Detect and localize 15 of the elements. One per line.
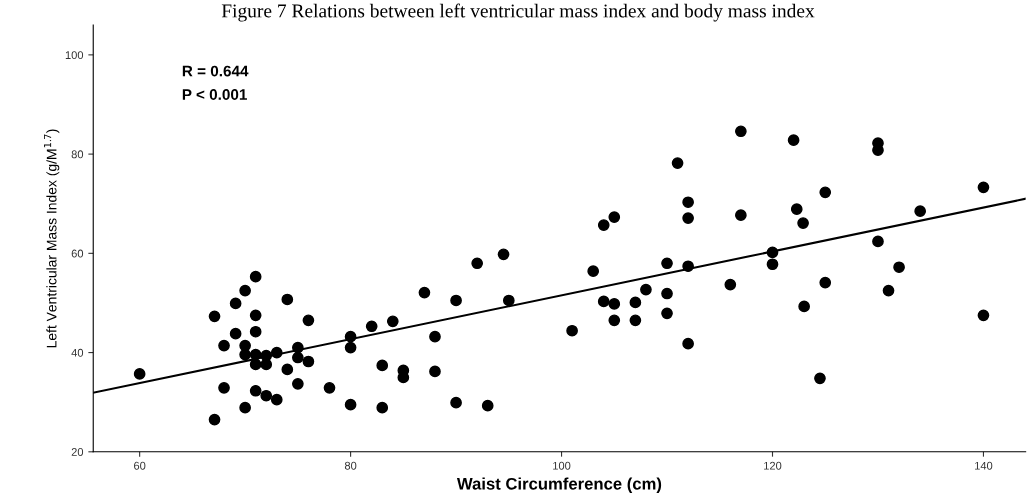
x-tick-label: 120 — [764, 461, 782, 470]
y-tick-label: 60 — [71, 249, 84, 258]
y-tick-label: 20 — [71, 448, 84, 456]
chart-title: Figure 7 Relations between left ventricular mass index and body mass index — [221, 3, 815, 22]
y-tick-label: 40 — [71, 348, 84, 357]
x-tick-label: 80 — [344, 461, 357, 470]
x-axis-title: Waist Circumference (cm) — [456, 477, 662, 493]
annotation: R = 0.644 — [182, 65, 249, 77]
y-axis-title: Left Ventricular Mass Index (g/M$^{1.7}$) — [44, 129, 60, 348]
x-tick-label: 140 — [975, 461, 993, 470]
y-tick-label: 100 — [65, 51, 84, 60]
annotation: P < 0.001 — [182, 89, 247, 100]
y-tick-label: 80 — [71, 150, 84, 159]
x-tick-label: 60 — [134, 461, 146, 470]
x-tick-label: 100 — [553, 461, 571, 470]
